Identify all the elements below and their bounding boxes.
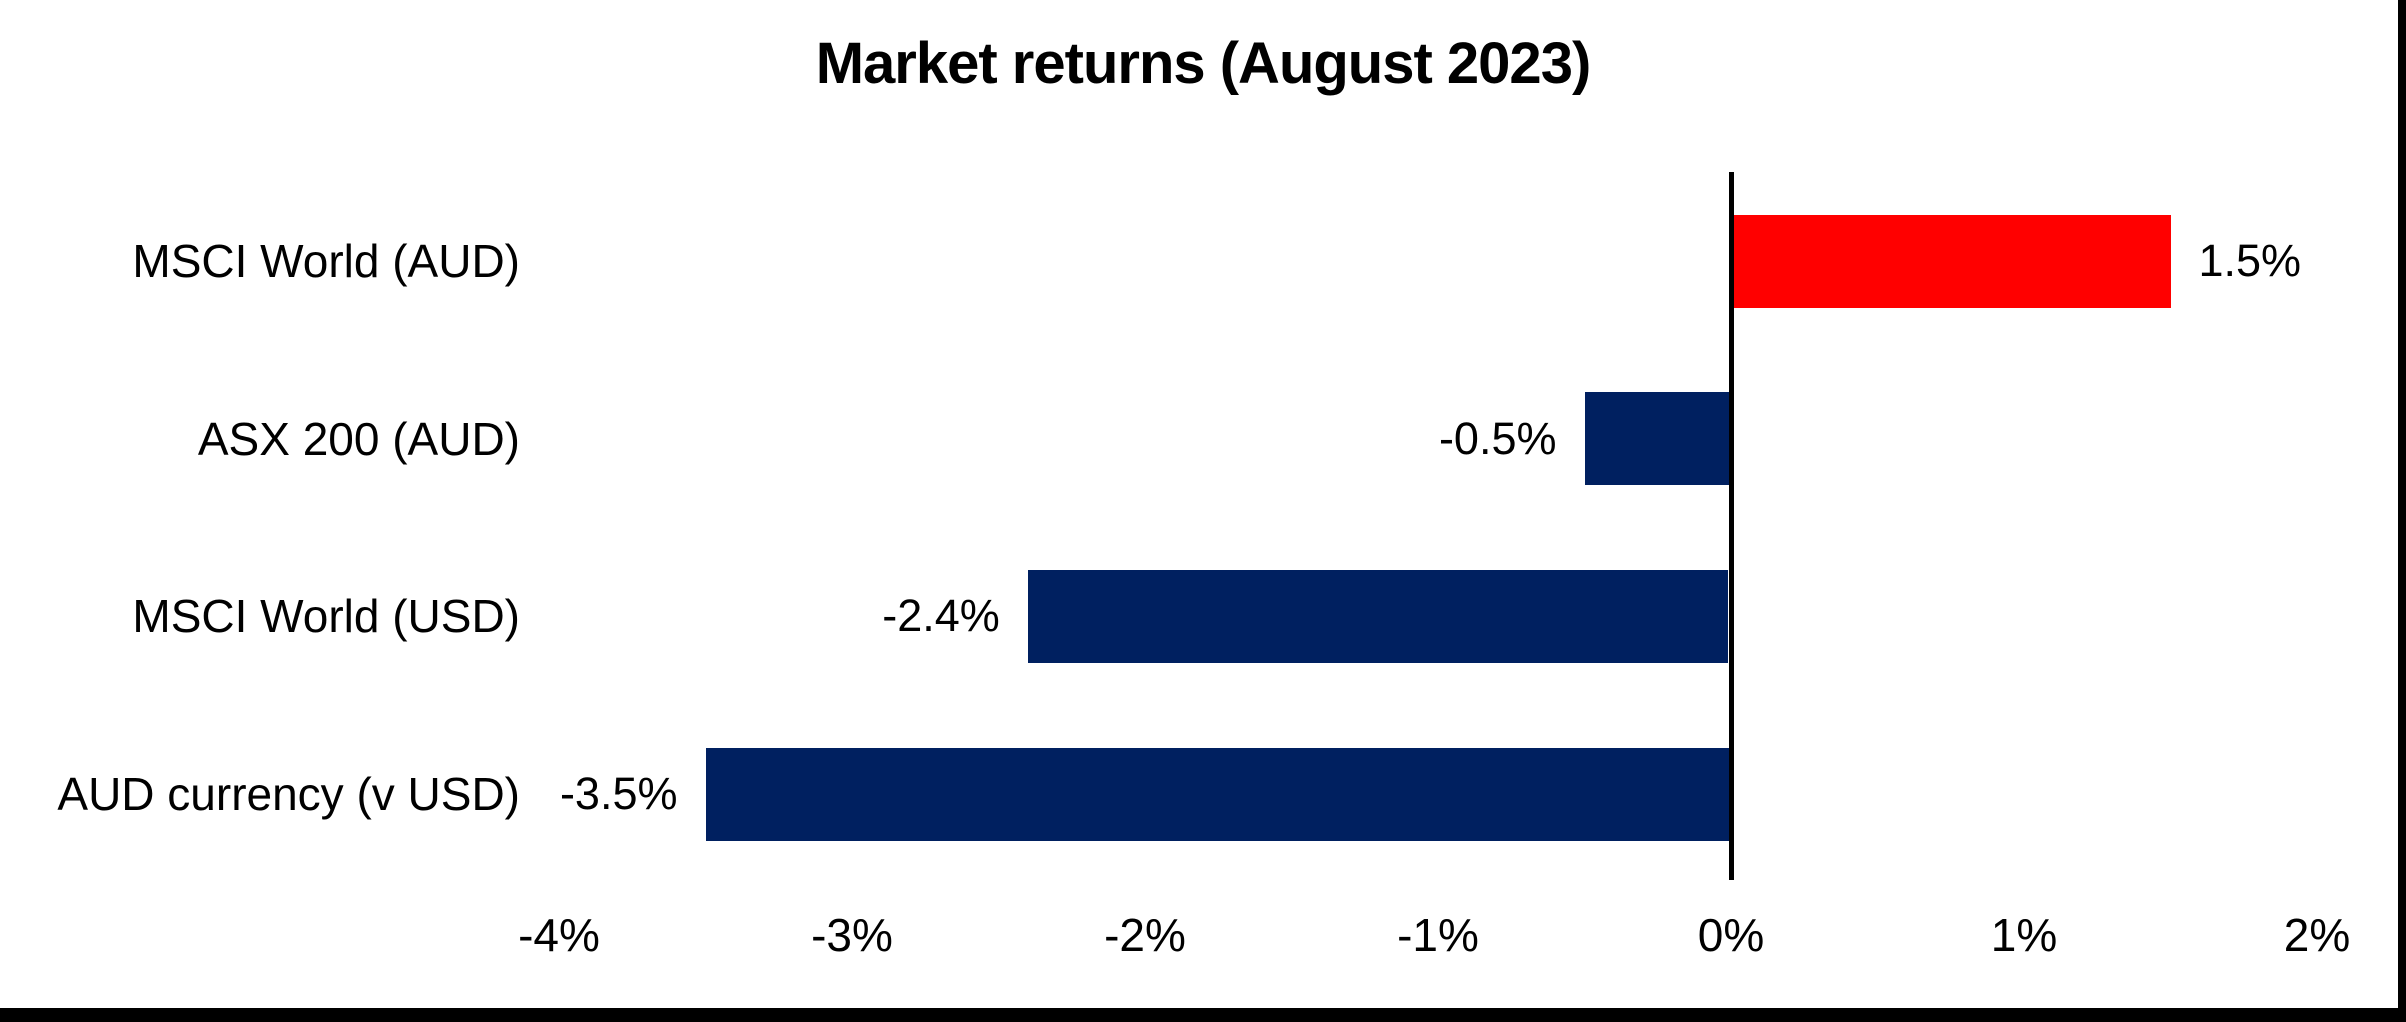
x-tick-label-2: -2%	[1104, 909, 1186, 961]
x-tick-label-3: -3%	[811, 909, 893, 961]
value-label-msci-world-usd: -2.4%	[882, 590, 1000, 642]
x-tick-label-1: 1%	[1990, 909, 2058, 961]
bar-aud-currency-v-usd	[705, 747, 1729, 841]
bar-asx-200-aud	[1584, 392, 1729, 486]
x-tick-label-2: 2%	[2283, 909, 2351, 961]
category-label-msci-world-usd: MSCI World (USD)	[132, 590, 520, 643]
bar-msci-world-usd	[1027, 569, 1729, 663]
right-frame-border	[2398, 0, 2406, 1022]
category-label-aud-currency-v-usd: AUD currency (v USD)	[57, 768, 520, 820]
bottom-frame-border	[0, 1008, 2406, 1022]
x-tick-label-4: -4%	[518, 909, 600, 961]
bar-msci-world-aud	[1733, 214, 2171, 308]
zero-axis-line	[1728, 172, 1734, 880]
x-tick-label-1: -1%	[1397, 909, 1479, 961]
value-label-aud-currency-v-usd: -3.5%	[559, 768, 678, 819]
x-tick-label-0: 0%	[1697, 909, 1765, 961]
category-label-asx-200-aud: ASX 200 (AUD)	[197, 412, 520, 465]
category-label-msci-world-aud: MSCI World (AUD)	[132, 235, 520, 287]
value-label-msci-world-aud: 1.5%	[2198, 235, 2302, 286]
chart-title: Market returns (August 2023)	[815, 31, 1592, 96]
value-label-asx-200-aud: -0.5%	[1438, 412, 1557, 464]
